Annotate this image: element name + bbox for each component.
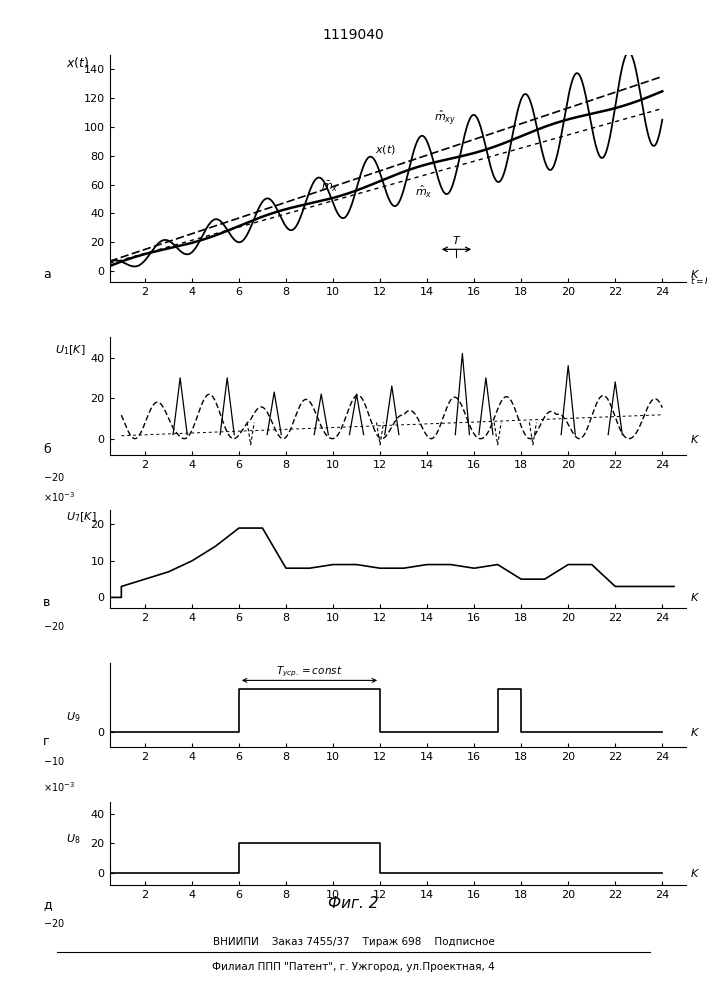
Text: б: б <box>43 443 51 456</box>
Text: $U_1[K]$: $U_1[K]$ <box>55 343 86 357</box>
Text: $-20$: $-20$ <box>43 917 65 929</box>
Text: $U_7[K]$: $U_7[K]$ <box>66 510 97 524</box>
Text: Филиал ППП "Патент", г. Ужгород, ул.Проектная, 4: Филиал ППП "Патент", г. Ужгород, ул.Прое… <box>212 962 495 972</box>
Text: $x(t)$: $x(t)$ <box>375 143 397 156</box>
Text: $x(t)$: $x(t)$ <box>66 55 90 70</box>
Text: $T$: $T$ <box>452 234 461 246</box>
Text: $\hat{m}_{xy}$: $\hat{m}_{xy}$ <box>434 108 456 127</box>
Text: $U_9$: $U_9$ <box>66 711 81 724</box>
Text: $K$: $K$ <box>691 867 701 879</box>
Text: $\hat{m}_x$: $\hat{m}_x$ <box>415 184 433 200</box>
Text: г: г <box>43 735 50 748</box>
Text: $K$: $K$ <box>691 591 701 603</box>
Text: Фиг. 2: Фиг. 2 <box>328 896 379 911</box>
Text: $-20$: $-20$ <box>43 620 65 632</box>
Text: д: д <box>43 898 52 911</box>
Text: $\times10^{-3}$: $\times10^{-3}$ <box>43 780 76 794</box>
Text: $K$: $K$ <box>691 726 701 738</box>
Text: $K$: $K$ <box>691 268 701 280</box>
Text: $\times10^{-3}$: $\times10^{-3}$ <box>43 490 76 504</box>
Text: ВНИИПИ    Заказ 7455/37    Тираж 698    Подписное: ВНИИПИ Заказ 7455/37 Тираж 698 Подписное <box>213 937 494 947</box>
Text: $T_{ycp.}{=}const$: $T_{ycp.}{=}const$ <box>276 664 343 679</box>
Text: $K$: $K$ <box>691 433 701 445</box>
Text: а: а <box>43 268 51 281</box>
Text: $U_8$: $U_8$ <box>66 832 81 846</box>
Text: 1119040: 1119040 <box>322 28 385 42</box>
Text: $-10$: $-10$ <box>43 755 65 767</box>
Text: $t{=}K{\cdot}T$: $t{=}K{\cdot}T$ <box>691 275 707 286</box>
Text: в: в <box>43 596 51 609</box>
Text: $\bar{m}_x$: $\bar{m}_x$ <box>321 180 339 194</box>
Text: $-20$: $-20$ <box>43 471 65 483</box>
